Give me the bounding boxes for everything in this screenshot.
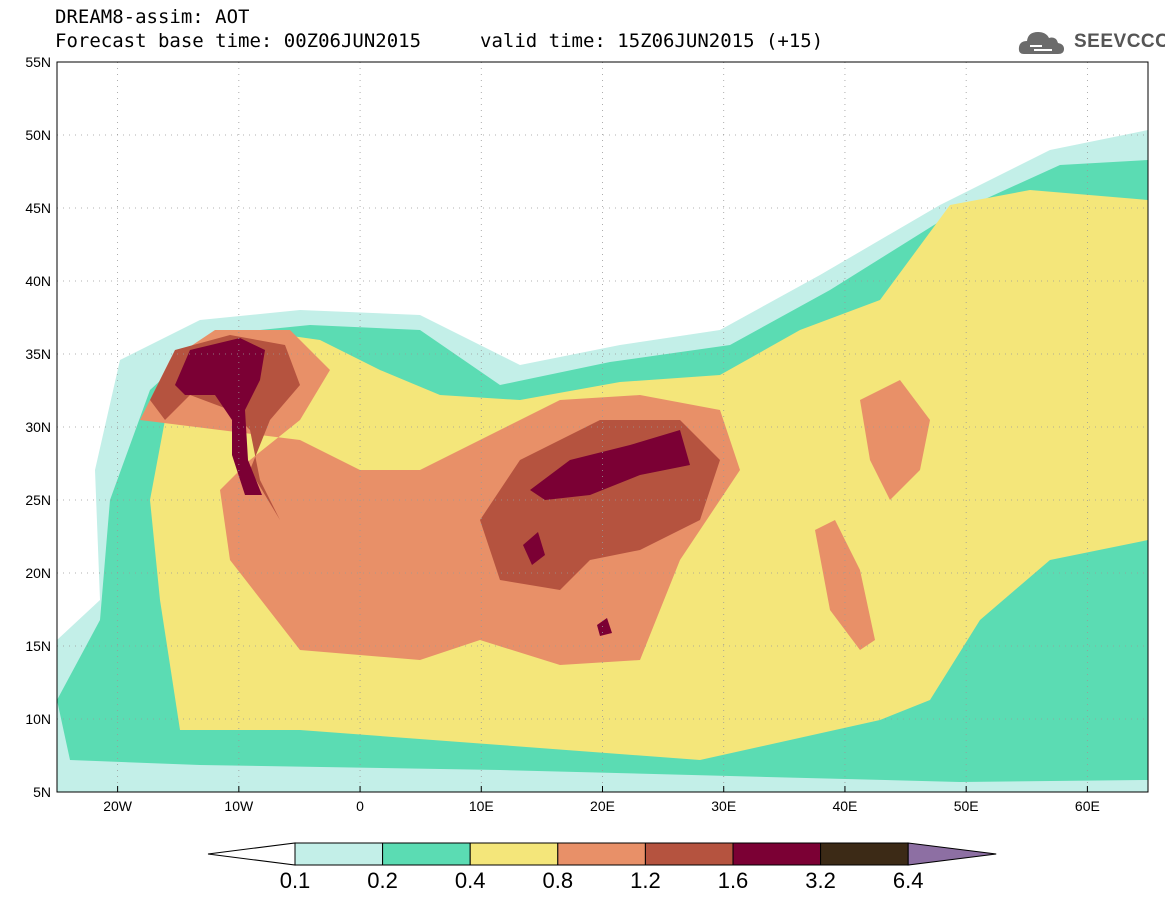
colorbar-swatch bbox=[820, 842, 909, 866]
colorbar-label: 0.8 bbox=[542, 868, 574, 893]
aot-contour-1.6-spot2 bbox=[597, 618, 612, 636]
colorbar-label: 1.6 bbox=[717, 868, 749, 893]
lon-label: 60E bbox=[1075, 798, 1100, 814]
colorbar-under-triangle bbox=[207, 842, 296, 866]
colorbar-swatch bbox=[732, 842, 822, 866]
lat-label: 45N bbox=[25, 200, 51, 216]
lat-label: 55N bbox=[25, 54, 51, 70]
lat-label: 20N bbox=[25, 565, 51, 581]
lon-labels: 20W 10W 0 10E 20E 30E 40E 50E 60E bbox=[103, 786, 1100, 814]
lat-label: 25N bbox=[25, 492, 51, 508]
lat-label: 50N bbox=[25, 127, 51, 143]
forecast-base-time: Forecast base time: 00Z06JUN2015 bbox=[55, 30, 422, 52]
colorbar-swatch bbox=[294, 842, 384, 866]
colorbar-over-triangle bbox=[907, 842, 997, 866]
colorbar-label: 6.4 bbox=[892, 868, 924, 893]
lon-label: 10W bbox=[224, 798, 254, 814]
cloud-icon bbox=[1018, 32, 1064, 54]
lat-labels: 55N 50N 45N 40N 35N 30N 25N 20N 15N 10N 5N bbox=[25, 54, 51, 800]
valid-time: valid time: 15Z06JUN2015 (+15) bbox=[480, 30, 824, 52]
aot-field bbox=[57, 62, 1148, 792]
colorbar-label: 1.2 bbox=[630, 868, 661, 893]
lon-label: 30E bbox=[711, 798, 736, 814]
lat-label: 35N bbox=[25, 346, 51, 362]
lon-label: 0 bbox=[356, 798, 364, 814]
aot-contour-1.6-spot bbox=[523, 532, 545, 565]
colorbar-swatch bbox=[644, 842, 734, 866]
map-title: DREAM8-assim: AOT bbox=[55, 6, 250, 28]
colorbar bbox=[207, 842, 997, 866]
aot-contour-0.8-east bbox=[860, 380, 930, 500]
lon-label: 40E bbox=[832, 798, 857, 814]
lat-label: 5N bbox=[33, 784, 51, 800]
lon-label: 50E bbox=[954, 798, 979, 814]
lat-label: 15N bbox=[25, 638, 51, 654]
colorbar-label: 0.1 bbox=[279, 868, 311, 893]
aot-contour-1.6-west bbox=[175, 338, 265, 495]
colorbar-label: 0.4 bbox=[454, 868, 486, 893]
colorbar-swatch bbox=[557, 842, 646, 866]
colorbar-label: 0.2 bbox=[367, 868, 398, 893]
aot-contour-0.8 bbox=[140, 330, 740, 665]
lat-label: 40N bbox=[25, 273, 51, 289]
lat-label: 30N bbox=[25, 419, 51, 435]
lon-label: 20E bbox=[590, 798, 615, 814]
lon-label: 20W bbox=[103, 798, 133, 814]
lon-label: 10E bbox=[469, 798, 494, 814]
colorbar-label: 3.2 bbox=[805, 868, 836, 893]
colorbar-swatch bbox=[469, 842, 559, 866]
lat-label: 10N bbox=[25, 711, 51, 727]
aot-contour-1.6-central bbox=[530, 430, 690, 500]
colorbar-swatch bbox=[382, 842, 471, 866]
logo-text: SEEVCCC bbox=[1074, 31, 1165, 52]
